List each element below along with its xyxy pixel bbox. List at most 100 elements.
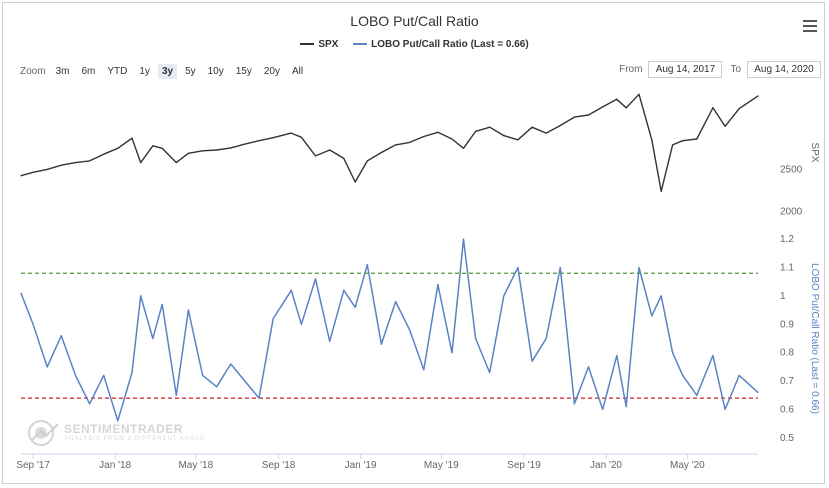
spx-axis-label: SPX — [809, 142, 820, 162]
spx-ytick-label: 2500 — [780, 164, 803, 175]
spx-data-point — [724, 125, 726, 127]
spx-data-point — [175, 162, 177, 164]
zoom-3y-button[interactable]: 3y — [157, 64, 178, 79]
watermark-name: SENTIMENTRADER — [64, 422, 184, 436]
spx-data-point — [409, 141, 411, 143]
zoom-all-button[interactable]: All — [292, 66, 304, 77]
lobo-data-point — [394, 301, 397, 303]
spx-data-point — [140, 162, 142, 164]
spx-data-point — [462, 147, 465, 149]
lobo-data-point — [187, 309, 190, 311]
spx-data-point — [545, 132, 547, 134]
lobo-data-point — [724, 408, 726, 411]
lobo-data-point — [300, 323, 303, 325]
lobo-data-point — [437, 283, 439, 286]
hamburger-menu-icon[interactable] — [803, 20, 817, 32]
lobo-data-point — [103, 374, 105, 376]
spx-series-line — [20, 93, 759, 193]
spx-data-point — [474, 130, 477, 133]
zoom-15y-button[interactable]: 15y — [235, 66, 252, 77]
lobo-data-point — [462, 238, 465, 240]
spx-data-point — [201, 150, 204, 152]
spx-data-point — [314, 155, 317, 157]
lobo-ytick-label: 0.5 — [780, 433, 794, 444]
spx-data-point — [517, 139, 519, 141]
lobo-data-point — [290, 289, 292, 291]
spx-data-point — [437, 131, 439, 133]
lobo-data-point — [409, 329, 411, 331]
spx-data-point — [103, 153, 105, 155]
spx-data-point — [651, 139, 653, 141]
spx-data-point — [738, 108, 740, 110]
legend-swatch-lobo — [353, 43, 368, 45]
lobo-data-point — [503, 295, 505, 297]
spx-data-point — [451, 138, 453, 140]
spx-data-point — [682, 140, 684, 142]
zoom-10y-button[interactable]: 10y — [207, 66, 224, 77]
lobo-data-point — [451, 352, 453, 354]
spx-data-point — [660, 190, 662, 192]
lobo-data-point — [314, 278, 317, 280]
lobo-axis-label: LOBO Put/Call Ratio (Last = 0.66) — [809, 263, 820, 414]
lobo-data-point — [366, 264, 368, 266]
zoom-5y-button[interactable]: 5y — [185, 66, 196, 77]
spx-data-point — [380, 151, 383, 154]
to-date-input[interactable]: Aug 14, 2020 — [747, 61, 821, 78]
x-tick-label: May '20 — [670, 460, 705, 471]
spx-data-point — [354, 181, 356, 183]
legend-item-lobo[interactable]: LOBO Put/Call Ratio (Last = 0.66) — [353, 39, 529, 50]
spx-data-point — [559, 124, 561, 127]
watermark-subtitle: ANALYSIS FROM A DIFFERENT ANGLE — [64, 436, 206, 442]
lobo-data-point — [738, 374, 740, 376]
lobo-data-point — [32, 323, 34, 325]
lobo-data-point — [638, 266, 640, 269]
x-tick-label: Jan '19 — [345, 460, 377, 471]
spx-data-point — [616, 98, 618, 100]
x-tick-label: Sep '19 — [507, 460, 541, 471]
lobo-data-point — [140, 295, 142, 297]
spx-data-point — [394, 144, 397, 146]
lobo-data-point — [651, 315, 653, 317]
lobo-data-point — [201, 374, 204, 376]
spx-data-point — [343, 157, 345, 160]
spx-data-point — [329, 149, 331, 151]
legend: SPX LOBO Put/Call Ratio (Last = 0.66) — [0, 37, 829, 50]
zoom-ytd-button[interactable]: YTD — [107, 66, 128, 77]
from-label: From — [619, 64, 643, 75]
spx-data-point — [696, 138, 698, 140]
lobo-data-point — [131, 371, 133, 374]
lobo-ytick-label: 0.7 — [780, 376, 794, 387]
zoom-3m-button[interactable]: 3m — [55, 66, 70, 77]
lobo-ytick-label: 1 — [780, 291, 786, 302]
lobo-data-point — [423, 369, 425, 371]
from-date-input[interactable]: Aug 14, 2017 — [648, 61, 723, 78]
lobo-data-point — [696, 394, 698, 396]
lobo-data-point — [682, 374, 684, 376]
lobo-data-point — [380, 343, 383, 345]
lobo-ytick-label: 0.6 — [780, 404, 794, 415]
lobo-data-point — [671, 352, 674, 354]
spx-data-point — [489, 126, 491, 128]
lobo-data-point — [60, 335, 62, 337]
lobo-data-point — [161, 303, 163, 306]
legend-item-spx[interactable]: SPX — [300, 39, 338, 50]
zoom-1y-button[interactable]: 1y — [139, 66, 150, 77]
lobo-data-point — [559, 266, 561, 269]
date-range: From Aug 14, 2017 To Aug 14, 2020 — [619, 61, 821, 78]
spx-data-point — [638, 93, 640, 95]
x-tick-label: Jan '20 — [590, 460, 622, 471]
lobo-ytick-label: 0.8 — [780, 348, 794, 359]
lobo-data-point — [545, 337, 547, 340]
logo-icon — [28, 420, 59, 446]
lobo-data-point — [244, 380, 246, 382]
x-tick-label: May '18 — [178, 460, 213, 471]
lobo-ytick-label: 0.9 — [780, 319, 794, 330]
lobo-data-point — [474, 337, 477, 340]
spx-data-point — [161, 147, 163, 149]
zoom-6m-button[interactable]: 6m — [81, 66, 96, 77]
lobo-data-point — [216, 386, 218, 388]
lobo-data-point — [712, 354, 714, 357]
lobo-data-point — [602, 408, 604, 411]
zoom-20y-button[interactable]: 20y — [263, 66, 280, 77]
spx-data-point — [230, 147, 232, 149]
